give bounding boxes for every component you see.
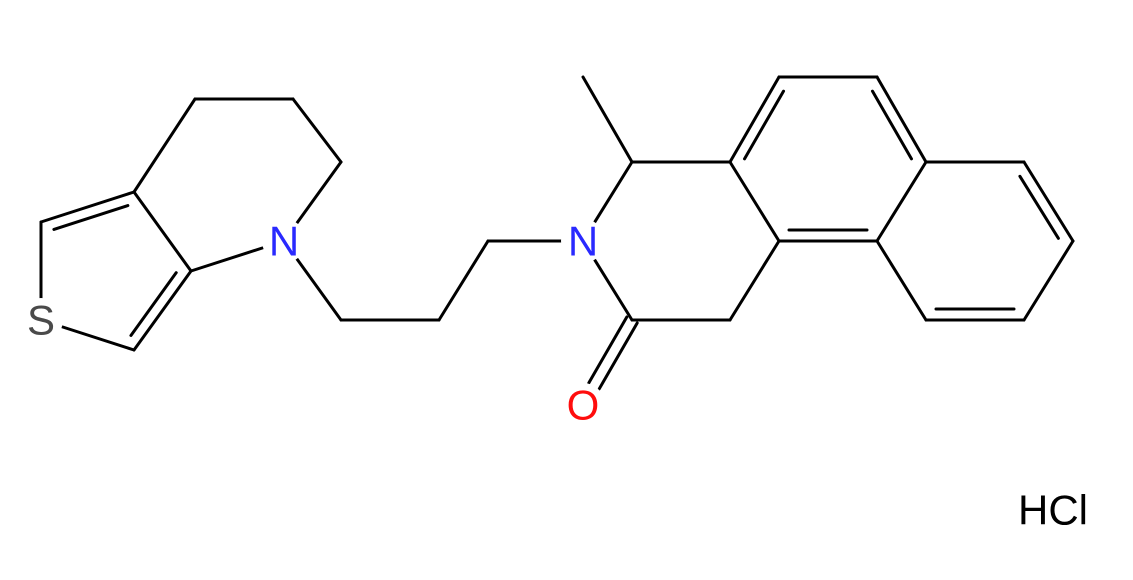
- bond: [134, 271, 191, 350]
- bond: [297, 259, 341, 320]
- atom-N: N: [561, 218, 605, 265]
- bond: [1024, 162, 1073, 241]
- svg-text:O: O: [567, 382, 600, 429]
- bond: [1024, 241, 1073, 320]
- bond: [131, 273, 176, 336]
- atom-S: S: [19, 297, 63, 344]
- atom-O: O: [561, 382, 605, 429]
- bond: [877, 77, 926, 162]
- bond: [134, 192, 191, 271]
- bond: [583, 77, 632, 162]
- bond: [877, 241, 926, 320]
- bond: [595, 260, 632, 320]
- svg-text:N: N: [269, 218, 299, 265]
- atom-N: N: [262, 218, 306, 265]
- bond: [730, 162, 779, 241]
- bond: [877, 162, 926, 241]
- bond: [439, 241, 488, 320]
- svg-text:N: N: [568, 218, 598, 265]
- bond: [134, 99, 195, 192]
- bond: [595, 162, 632, 222]
- bond: [730, 77, 779, 162]
- bond: [54, 206, 128, 230]
- counterion-label: HCl: [1018, 487, 1088, 534]
- bond: [62, 327, 134, 350]
- bond: [191, 248, 263, 271]
- molecule-diagram: S N N O HCl: [0, 0, 1133, 580]
- svg-text:S: S: [27, 297, 55, 344]
- bond: [297, 162, 341, 223]
- bond: [730, 241, 779, 320]
- bond: [293, 99, 341, 162]
